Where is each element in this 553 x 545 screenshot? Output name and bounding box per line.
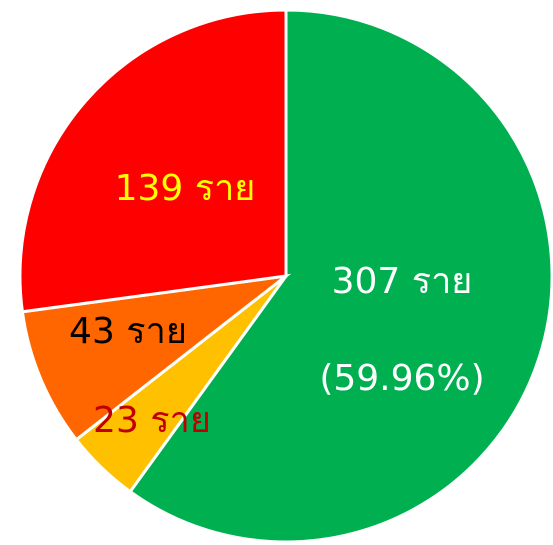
pie-slice: [128, 8, 553, 544]
data-label: 307 ราย: [332, 261, 473, 302]
percent-label: (59.96%): [319, 358, 484, 399]
pie-slice: [20, 273, 292, 442]
data-label: 139 ราย: [115, 168, 256, 209]
data-label: 43 ราย: [69, 311, 187, 352]
pie-slice: [18, 8, 288, 314]
data-label: 23 ราย: [93, 400, 211, 441]
